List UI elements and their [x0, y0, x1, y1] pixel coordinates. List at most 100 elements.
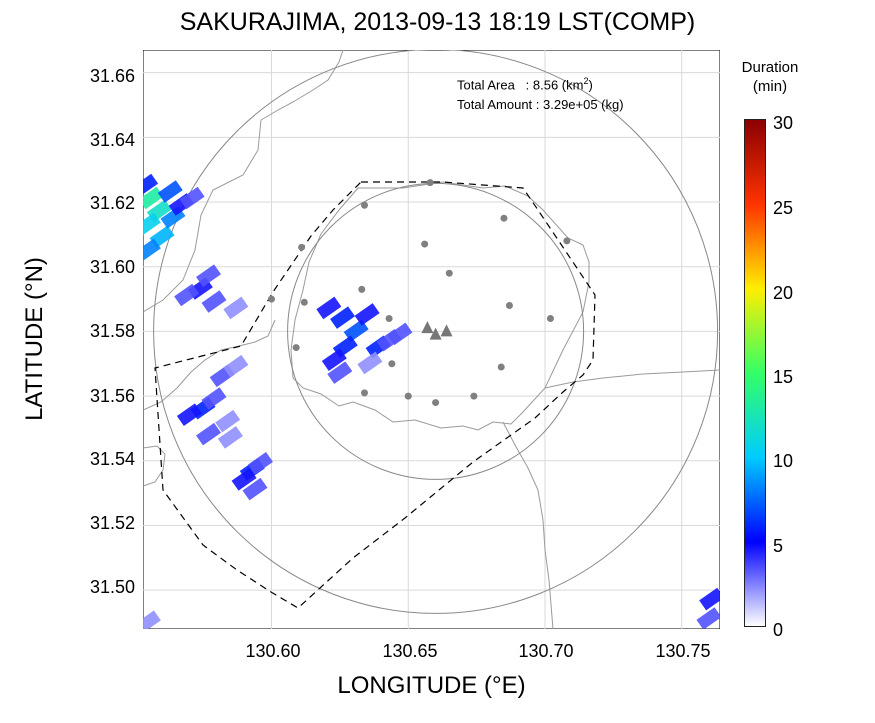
- colorbar: [744, 119, 766, 627]
- duration-cell: [196, 422, 222, 446]
- duration-cells: [143, 173, 720, 629]
- total-area-annotation: Total Area : 8.56 (km2): [457, 76, 593, 92]
- duration-cell: [327, 361, 353, 384]
- duration-cell: [223, 296, 249, 320]
- duration-cell: [354, 303, 380, 326]
- range-rings: [153, 50, 719, 614]
- mainland-coastline: [143, 445, 166, 487]
- station-marker: [470, 392, 478, 400]
- colorbar-title: Duration (min): [722, 58, 818, 96]
- colorbar-tick: 5: [773, 536, 784, 556]
- outer-range-ring: [153, 50, 719, 614]
- station-markers: [268, 179, 571, 407]
- x-tick-label: 130.60: [245, 641, 301, 661]
- duration-cell: [223, 354, 249, 378]
- gridlines: [143, 50, 720, 629]
- duration-cell: [696, 607, 720, 629]
- colorbar-title-line1: Duration: [741, 59, 799, 76]
- boundary-line: [154, 181, 596, 609]
- total-area-unit-sup: 2: [583, 76, 589, 86]
- duration-cell: [699, 587, 720, 611]
- vent-marker: [440, 324, 453, 337]
- y-tick-label: 31.50: [89, 577, 135, 597]
- duration-cell: [143, 610, 161, 629]
- station-marker: [300, 298, 308, 306]
- colorbar-tick: 10: [773, 451, 794, 471]
- total-amount-annotation: Total Amount : 3.29e+05 (kg): [457, 97, 624, 112]
- duration-cell: [196, 264, 222, 287]
- y-tick-label: 31.62: [89, 193, 135, 213]
- duration-cell: [201, 387, 227, 410]
- duration-cell: [174, 283, 200, 307]
- chart-title: SAKURAJIMA, 2013-09-13 18:19 LST(COMP): [179, 8, 696, 36]
- map-plot: [143, 50, 720, 629]
- duration-cell: [143, 212, 161, 236]
- colorbar-tick: 0: [773, 620, 784, 640]
- station-marker: [268, 295, 276, 303]
- y-tick-label: 31.58: [89, 321, 135, 341]
- colorbar-tick: 30: [773, 113, 794, 133]
- mainland-coastline: [544, 369, 720, 389]
- y-axis-label: LATITUDE (°N): [21, 257, 48, 421]
- station-marker: [388, 360, 396, 368]
- station-marker: [546, 314, 554, 322]
- duration-cell: [179, 186, 205, 210]
- duration-cell: [143, 186, 164, 210]
- station-marker: [432, 399, 440, 407]
- station-marker: [358, 285, 366, 293]
- station-marker: [505, 302, 513, 310]
- duration-cell: [201, 290, 227, 313]
- island-coastline: [290, 181, 590, 431]
- duration-cell: [215, 409, 241, 433]
- y-tick-label: 31.60: [89, 257, 135, 277]
- colorbar-tick: 15: [773, 367, 794, 387]
- x-tick-label: 130.75: [655, 641, 711, 661]
- duration-cell: [231, 468, 257, 491]
- mainland-coastline: [502, 421, 554, 629]
- station-marker: [426, 179, 434, 187]
- station-marker: [361, 389, 369, 397]
- colorbar-title-line2: (min): [752, 78, 788, 95]
- coastline: [143, 50, 720, 629]
- x-tick-label: 130.70: [518, 641, 574, 661]
- y-tick-label: 31.52: [89, 513, 135, 533]
- restricted-zone-boundary: [154, 181, 596, 609]
- duration-cell: [357, 351, 383, 375]
- x-axis-label: LONGITUDE (°E): [337, 672, 526, 699]
- station-marker: [500, 214, 508, 222]
- station-marker: [292, 344, 300, 352]
- colorbar-tick: 25: [773, 198, 794, 218]
- total-area-close: ): [588, 77, 593, 93]
- duration-cell: [330, 306, 356, 329]
- vent-marker: [429, 327, 442, 340]
- station-marker: [404, 392, 412, 400]
- duration-cell: [316, 296, 342, 320]
- station-marker: [298, 243, 306, 251]
- y-tick-label: 31.54: [89, 449, 135, 469]
- station-marker: [445, 269, 453, 277]
- total-area-text: Total Area : 8.56 (km: [457, 77, 584, 93]
- inner-range-ring: [287, 182, 585, 480]
- duration-cell: [248, 451, 273, 475]
- duration-cell: [176, 403, 202, 426]
- station-marker: [563, 237, 571, 245]
- y-tick-label: 31.56: [89, 386, 135, 406]
- x-tick-label: 130.65: [382, 641, 438, 661]
- vent-markers: [421, 321, 453, 340]
- y-tick-label: 31.66: [89, 66, 135, 86]
- mainland-coastline: [143, 50, 344, 313]
- duration-cell: [242, 477, 268, 501]
- station-marker: [421, 240, 429, 248]
- duration-cell: [157, 180, 183, 203]
- duration-cell: [217, 426, 243, 449]
- duration-cell: [387, 322, 413, 346]
- duration-cell: [143, 173, 159, 197]
- station-marker: [385, 314, 393, 322]
- duration-cell: [321, 348, 347, 371]
- colorbar-tick: 20: [773, 283, 794, 303]
- station-marker: [497, 363, 505, 371]
- mainland-coastline: [143, 319, 276, 411]
- duration-cell: [143, 238, 161, 261]
- vent-marker: [421, 321, 434, 334]
- station-marker: [361, 201, 369, 209]
